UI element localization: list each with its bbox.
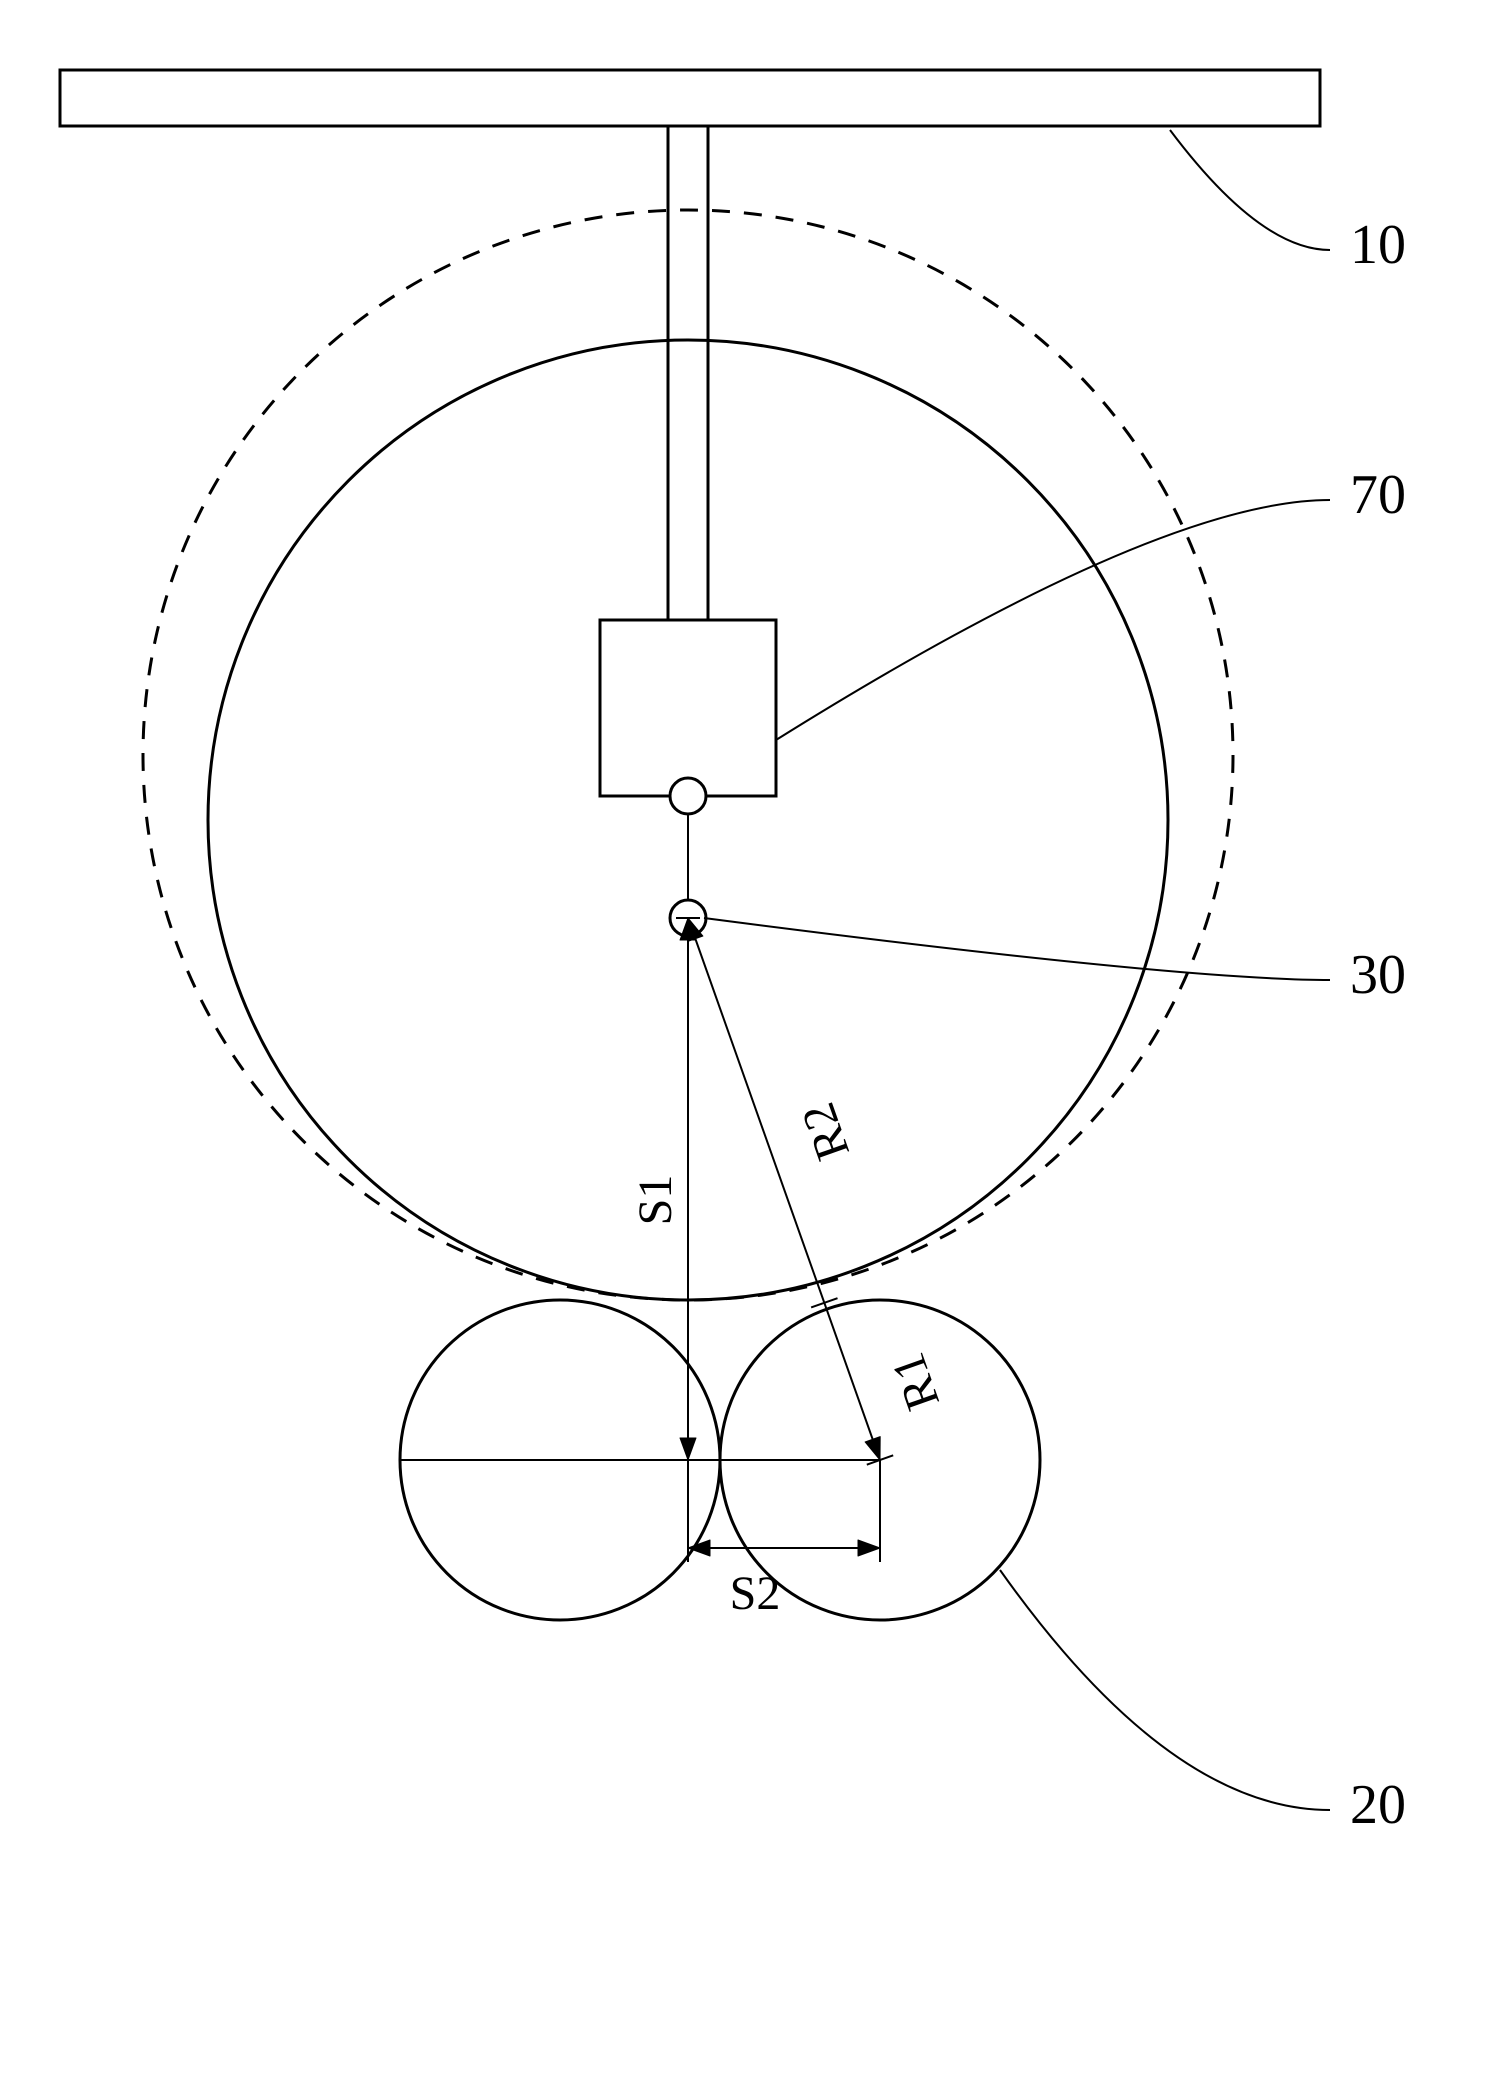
dim-r2-label: R2 [791, 1096, 860, 1166]
top-bar [60, 70, 1320, 126]
leader-20 [1000, 1570, 1330, 1810]
dim-s2-label: S2 [730, 1567, 781, 1620]
pin-upper [670, 778, 706, 814]
dim-r1-label: R1 [881, 1346, 950, 1416]
ref-70-label: 70 [1350, 464, 1406, 526]
dim-r-line [688, 918, 880, 1460]
patent-figure: S1 S2 R2 R1 10 70 30 20 [0, 0, 1498, 2082]
dim-s1-label: S1 [629, 1175, 682, 1226]
ref-20-label: 20 [1350, 1774, 1406, 1836]
ref-10-label: 10 [1350, 214, 1406, 276]
leader-10 [1170, 130, 1330, 250]
leader-30 [704, 918, 1330, 980]
leader-70 [776, 500, 1330, 740]
motor-block [600, 620, 776, 796]
ref-30-label: 30 [1350, 944, 1406, 1006]
